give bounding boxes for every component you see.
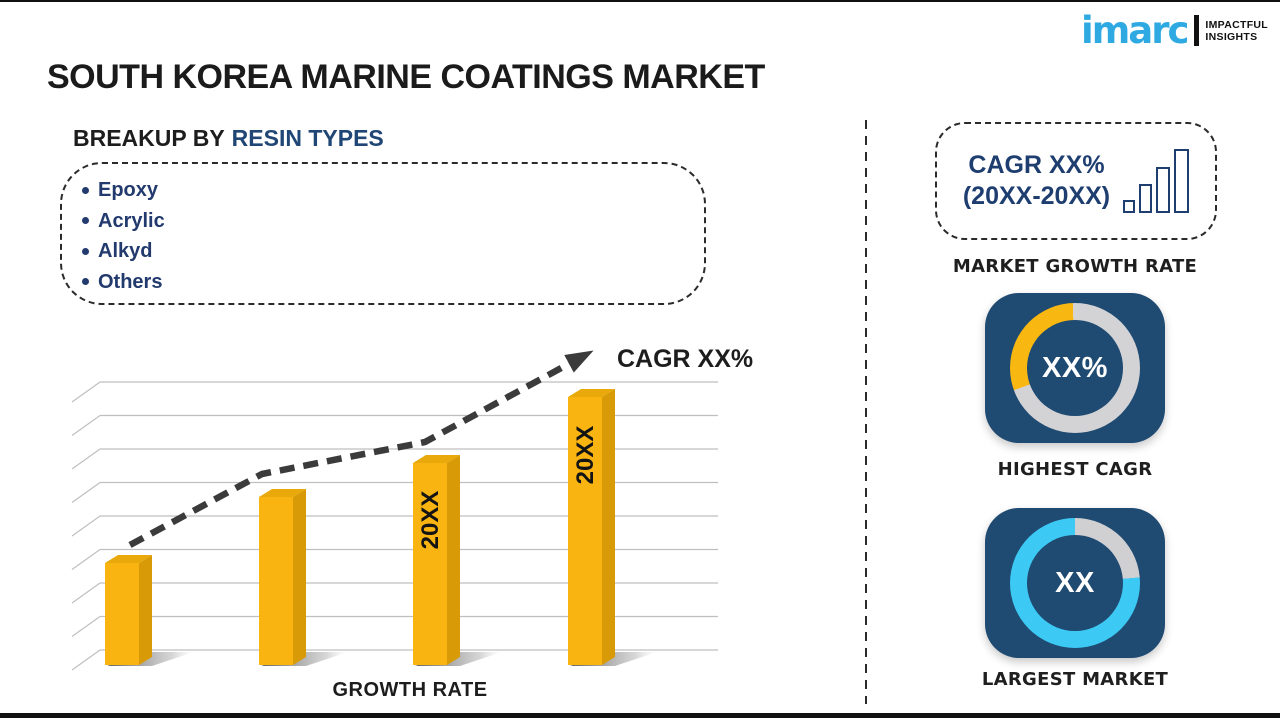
breakup-heading: BREAKUP BY RESIN TYPES: [73, 125, 384, 152]
list-item-label: Epoxy: [98, 179, 159, 201]
donut-center-value: XX: [1055, 566, 1095, 599]
logo-tagline-line2: INSIGHTS: [1205, 30, 1258, 43]
donut-hole: XX: [1027, 535, 1123, 631]
growth-bars-icon: [1123, 149, 1190, 213]
imarc-logo: imarc IMPACTFUL INSIGHTS: [1081, 12, 1268, 49]
chart-gridlines: [71, 381, 718, 671]
bar-column-4: 20XX: [568, 389, 615, 665]
bar-label: 20XX: [572, 426, 599, 485]
list-item-label: Others: [98, 270, 163, 293]
breakup-heading-highlight: RESIN TYPES: [231, 125, 384, 151]
bar-column-1: [105, 555, 152, 665]
list-item-label: Alkyd: [98, 240, 153, 262]
cagr-value-line: CAGR XX%: [968, 151, 1105, 179]
list-item: Epoxy: [82, 175, 704, 206]
bullet-icon: [82, 278, 89, 286]
logo-tagline-line1: IMPACTFUL: [1205, 18, 1268, 31]
vertical-dashed-divider: [865, 120, 867, 704]
bar-column-3: 20XX: [413, 455, 460, 665]
imarc-logo-wordmark: imarc: [1081, 9, 1189, 52]
logo-tagline: IMPACTFUL INSIGHTS: [1205, 19, 1268, 43]
list-item: Alkyd: [82, 236, 704, 267]
bullet-icon: [82, 217, 89, 225]
page-title: SOUTH KOREA MARINE COATINGS MARKET: [47, 58, 765, 96]
resin-types-list: Epoxy Acrylic Alkyd Others: [82, 175, 704, 297]
resin-types-box: Epoxy Acrylic Alkyd Others: [60, 162, 706, 305]
bullet-icon: [82, 247, 89, 255]
cagr-period-line: (20XX-20XX): [962, 182, 1111, 210]
bullet-icon: [82, 186, 89, 194]
market-growth-rate-caption: MARKET GROWTH RATE: [952, 256, 1198, 277]
largest-market-caption: LARGEST MARKET: [981, 669, 1169, 690]
bar-column-2: [259, 489, 306, 665]
highest-cagr-tile: XX%: [985, 293, 1165, 443]
logo-divider-bar: [1194, 15, 1200, 46]
donut-hole: XX%: [1027, 320, 1123, 416]
bottom-border-line: [0, 713, 1280, 718]
list-item: Others: [82, 267, 704, 298]
largest-market-donut-chart: XX: [1010, 518, 1140, 648]
bar-label: 20XX: [417, 491, 444, 550]
growth-rate-bar-chart: 20XX 20XX CAGR XX%: [71, 345, 753, 671]
cagr-summary-text: CAGR XX% (20XX-20XX): [963, 150, 1110, 212]
list-item: Acrylic: [82, 206, 704, 237]
cagr-trend-arrow: [128, 350, 594, 548]
x-axis-label: GROWTH RATE: [332, 679, 488, 701]
largest-market-tile: XX: [985, 508, 1165, 658]
breakup-heading-prefix: BREAKUP BY: [73, 125, 225, 151]
list-item-label: Acrylic: [98, 209, 165, 232]
cagr-summary-box: CAGR XX% (20XX-20XX): [935, 122, 1217, 240]
highest-cagr-donut-chart: XX%: [1010, 303, 1140, 433]
cagr-annotation: CAGR XX%: [617, 345, 753, 373]
donut-center-value: XX%: [1042, 351, 1108, 384]
top-border-line: [0, 0, 1280, 2]
highest-cagr-caption: HIGHEST CAGR: [997, 459, 1153, 480]
